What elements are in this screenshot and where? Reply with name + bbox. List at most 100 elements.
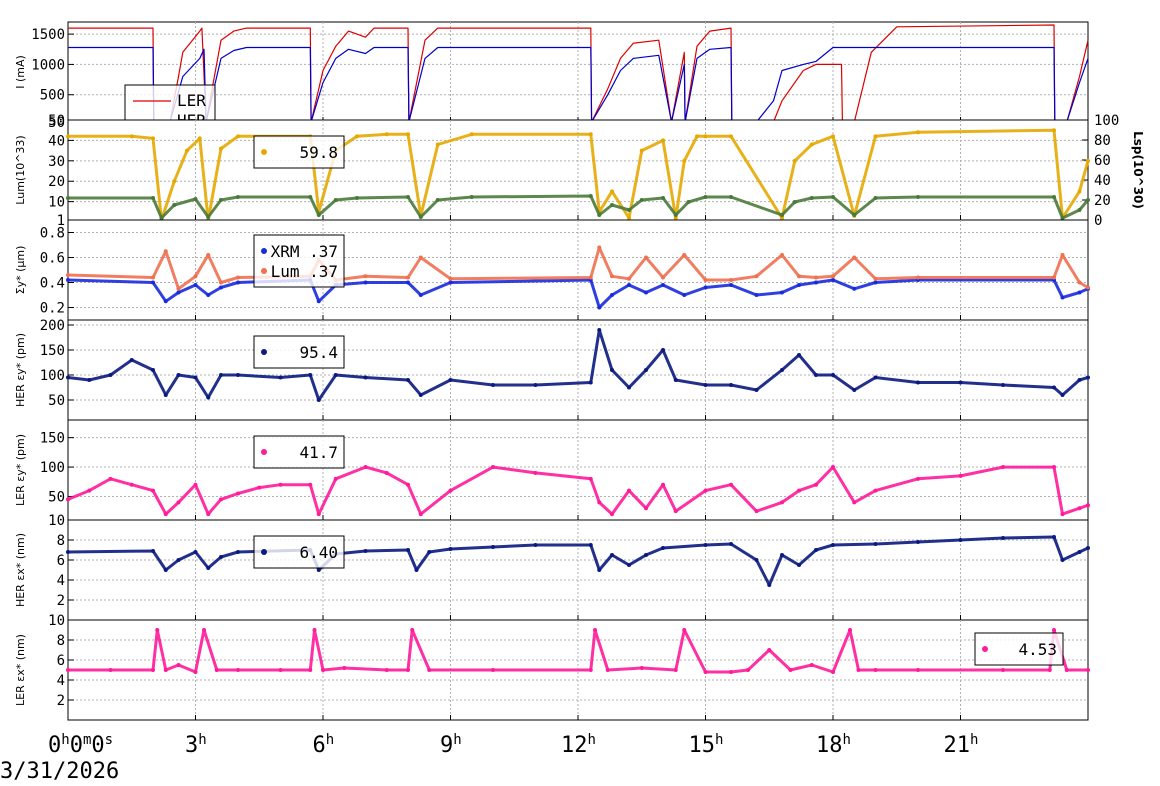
data-point-beamsize-0 xyxy=(418,293,423,297)
y2-tick-label: 80 xyxy=(1094,133,1111,149)
data-point-luminosity-0 xyxy=(682,158,687,163)
data-point-ler_emit_x-0 xyxy=(809,663,814,667)
data-point-luminosity-1 xyxy=(159,216,164,220)
data-point-beamsize-0 xyxy=(703,285,708,290)
y-tick-label: 4 xyxy=(57,673,65,689)
data-point-ler_emit_y-0 xyxy=(703,488,708,493)
data-point-ler_emit_x-0 xyxy=(856,668,861,672)
data-point-ler_emit_x-0 xyxy=(1047,668,1052,672)
data-point-ler_emit_x-0 xyxy=(321,668,325,672)
data-point-her_emit_x-0 xyxy=(644,553,648,557)
data-point-ler_emit_x-0 xyxy=(605,668,610,672)
data-point-luminosity-1 xyxy=(66,196,70,200)
data-point-ler_emit_x-0 xyxy=(427,668,432,672)
legend-swatch-beamsize xyxy=(261,268,267,274)
data-point-her_emit_x-0 xyxy=(767,583,772,587)
data-point-ler_emit_x-0 xyxy=(151,668,155,672)
data-point-ler_emit_y-0 xyxy=(448,488,453,493)
series-line-beamsize-1 xyxy=(67,246,1089,291)
data-point-beamsize-1 xyxy=(597,245,602,250)
series-line-her_emit_x-0 xyxy=(67,535,1089,587)
y2-tick-label: 20 xyxy=(1094,193,1111,209)
data-point-ler_emit_y-0 xyxy=(873,488,878,493)
data-point-beamsize-0 xyxy=(219,285,223,290)
y-tick-label: 1000 xyxy=(31,57,65,73)
data-point-her_emit_y-0 xyxy=(588,380,593,385)
data-point-her_emit_y-0 xyxy=(831,373,835,377)
data-point-her_emit_x-0 xyxy=(661,546,665,550)
data-point-luminosity-1 xyxy=(873,196,878,200)
y-tick-label: 6 xyxy=(57,553,65,569)
data-point-ler_emit_x-0 xyxy=(163,668,168,672)
y-tick-label: 0.8 xyxy=(40,226,65,242)
data-point-beamsize-1 xyxy=(1086,285,1090,290)
data-point-beamsize-1 xyxy=(418,255,423,260)
data-point-beamsize-1 xyxy=(627,276,631,281)
y-tick-label: 1 xyxy=(57,213,65,229)
data-point-luminosity-0 xyxy=(197,136,202,141)
data-point-ler_emit_x-0 xyxy=(236,668,240,672)
data-point-her_emit_y-0 xyxy=(236,373,240,377)
data-point-ler_emit_x-0 xyxy=(1086,668,1090,672)
data-point-her_emit_y-0 xyxy=(491,383,495,387)
data-point-ler_emit_x-0 xyxy=(831,670,835,674)
data-point-luminosity-1 xyxy=(729,195,733,199)
legend-swatch-her_emit_y xyxy=(261,349,267,355)
data-point-ler_emit_x-0 xyxy=(312,628,317,632)
data-point-beamsize-1 xyxy=(644,255,648,260)
data-point-her_emit_y-0 xyxy=(754,388,759,392)
data-point-beamsize-0 xyxy=(814,280,818,285)
data-point-luminosity-1 xyxy=(308,195,313,199)
data-point-her_emit_x-0 xyxy=(754,558,759,562)
data-point-ler_emit_x-0 xyxy=(588,668,593,672)
y2-tick-label: 0 xyxy=(1094,213,1102,229)
data-point-ler_emit_x-0 xyxy=(214,668,219,672)
data-point-luminosity-0 xyxy=(406,132,410,137)
data-point-luminosity-1 xyxy=(435,198,440,202)
data-point-ler_emit_x-0 xyxy=(873,668,878,672)
data-point-luminosity-0 xyxy=(355,134,359,139)
data-point-ler_emit_x-0 xyxy=(848,628,852,632)
data-point-her_emit_y-0 xyxy=(219,373,223,377)
data-point-beamsize-1 xyxy=(814,275,818,280)
data-point-her_emit_y-0 xyxy=(163,393,168,397)
data-point-luminosity-0 xyxy=(129,134,134,139)
data-point-luminosity-1 xyxy=(627,208,631,212)
data-point-her_emit_x-0 xyxy=(363,549,368,553)
data-point-ler_emit_y-0 xyxy=(66,497,70,502)
legend-box-ler_emit_x xyxy=(974,632,1064,666)
data-point-beamsize-1 xyxy=(661,275,665,280)
y-tick-label: 4 xyxy=(57,573,65,589)
data-point-ler_emit_y-0 xyxy=(257,485,262,490)
data-point-luminosity-1 xyxy=(151,196,155,200)
y2-tick-label: 60 xyxy=(1094,153,1111,169)
data-point-ler_emit_y-0 xyxy=(958,473,963,478)
data-point-beamsize-1 xyxy=(1077,280,1082,285)
x-tick-label: 0h0m0s xyxy=(48,732,113,758)
data-point-beamsize-0 xyxy=(206,293,211,297)
y-tick-label: 8 xyxy=(57,533,65,549)
data-point-luminosity-1 xyxy=(597,213,602,217)
data-point-beamsize-0 xyxy=(363,280,368,285)
data-point-beamsize-0 xyxy=(852,286,857,291)
data-point-luminosity-1 xyxy=(406,195,410,199)
data-point-luminosity-0 xyxy=(780,215,784,220)
data-point-her_emit_x-0 xyxy=(597,568,602,572)
data-point-ler_emit_y-0 xyxy=(673,509,678,514)
data-point-luminosity-1 xyxy=(1086,198,1090,202)
data-point-her_emit_x-0 xyxy=(1077,550,1082,554)
data-point-beamsize-1 xyxy=(1052,275,1056,280)
y-tick-label: 20 xyxy=(48,174,65,190)
series-line-current-1 xyxy=(68,46,1089,123)
data-point-her_emit_x-0 xyxy=(206,566,211,570)
data-point-ler_emit_y-0 xyxy=(193,482,198,487)
data-point-beamsize-1 xyxy=(236,275,240,280)
y-tick-label: 0.2 xyxy=(40,301,65,317)
data-point-luminosity-1 xyxy=(172,203,177,207)
y2-tick-label: 100 xyxy=(1094,113,1119,129)
data-point-beamsize-0 xyxy=(780,290,784,295)
y-tick-label: 100 xyxy=(40,460,65,476)
data-point-her_emit_y-0 xyxy=(193,375,198,380)
y-tick-label: 500 xyxy=(40,88,65,104)
data-point-beamsize-1 xyxy=(1060,253,1065,257)
